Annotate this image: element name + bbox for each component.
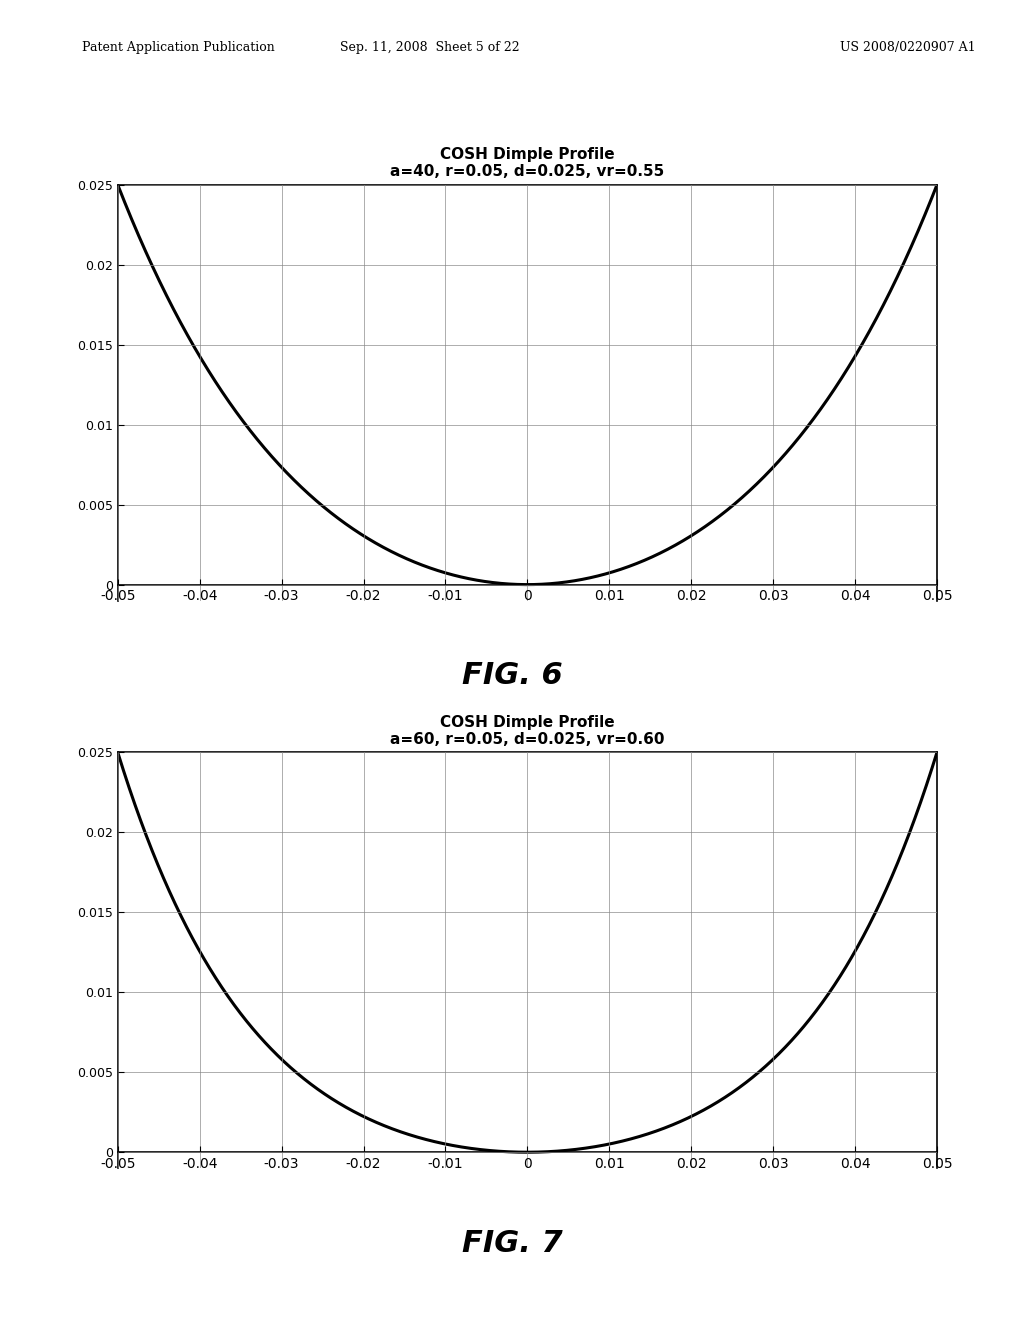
Text: Patent Application Publication: Patent Application Publication: [82, 41, 274, 54]
Title: COSH Dimple Profile
a=60, r=0.05, d=0.025, vr=0.60: COSH Dimple Profile a=60, r=0.05, d=0.02…: [390, 714, 665, 747]
Text: FIG. 6: FIG. 6: [462, 661, 562, 690]
Title: COSH Dimple Profile
a=40, r=0.05, d=0.025, vr=0.55: COSH Dimple Profile a=40, r=0.05, d=0.02…: [390, 147, 665, 180]
Text: US 2008/0220907 A1: US 2008/0220907 A1: [840, 41, 975, 54]
Text: FIG. 7: FIG. 7: [462, 1229, 562, 1258]
Text: Sep. 11, 2008  Sheet 5 of 22: Sep. 11, 2008 Sheet 5 of 22: [340, 41, 520, 54]
